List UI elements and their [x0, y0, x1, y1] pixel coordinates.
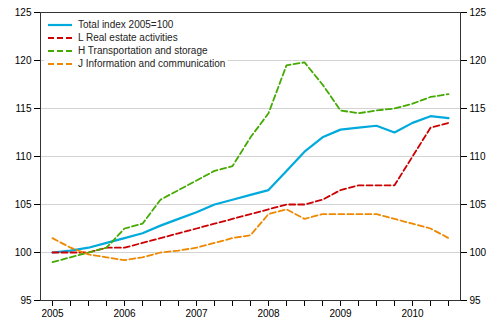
svg-text:2006: 2006	[113, 308, 136, 319]
html-text:H Transportation and storage: H Transportation and storage	[78, 45, 208, 56]
svg-text:2007: 2007	[185, 308, 208, 319]
svg-text:120: 120	[470, 55, 487, 66]
html-text:J Information and communicatio: J Information and communication	[78, 58, 226, 69]
svg-text:125: 125	[15, 7, 32, 18]
svg-text:110: 110	[16, 151, 32, 162]
svg-text:120: 120	[15, 55, 32, 66]
svg-text:125: 125	[470, 7, 487, 18]
svg-text:105: 105	[470, 199, 487, 210]
svg-text:100: 100	[470, 247, 487, 258]
svg-text:115: 115	[16, 103, 32, 114]
html-text:Total index 2005=100: Total index 2005=100	[78, 19, 174, 30]
svg-text:2009: 2009	[329, 308, 352, 319]
svg-text:2005: 2005	[41, 308, 64, 319]
svg-text:95: 95	[470, 295, 482, 306]
svg-text:110: 110	[470, 151, 486, 162]
svg-text:95: 95	[20, 295, 32, 306]
svg-text:100: 100	[15, 247, 32, 258]
svg-text:2010: 2010	[401, 308, 424, 319]
html-text:L Real estate activities: L Real estate activities	[78, 32, 178, 43]
svg-text:105: 105	[15, 199, 32, 210]
svg-text:115: 115	[470, 103, 486, 114]
svg-text:2008: 2008	[257, 308, 280, 319]
